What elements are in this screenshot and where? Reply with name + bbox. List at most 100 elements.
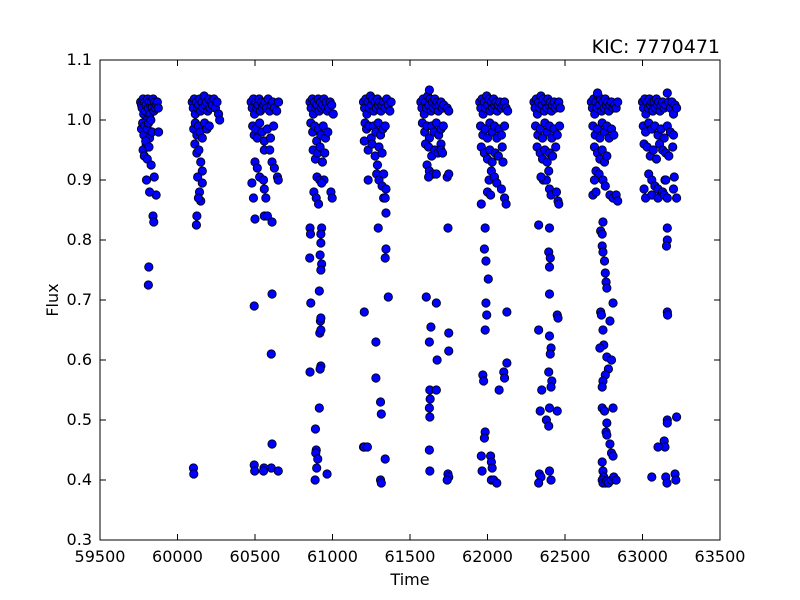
data-point	[191, 220, 202, 230]
data-point	[534, 220, 544, 230]
data-point	[608, 403, 618, 413]
data-point	[317, 157, 328, 167]
data-point	[499, 373, 510, 383]
data-point	[669, 172, 679, 182]
data-point	[479, 433, 489, 443]
data-point	[664, 151, 674, 161]
data-point	[252, 163, 262, 173]
data-point	[606, 355, 617, 365]
data-point	[476, 199, 486, 209]
data-point	[305, 367, 315, 377]
data-point	[145, 187, 155, 197]
data-point	[267, 439, 277, 449]
data-point	[597, 145, 607, 155]
data-point	[648, 145, 658, 155]
data-point	[544, 331, 555, 341]
data-point	[671, 103, 682, 113]
data-point	[144, 262, 154, 272]
x-tick-label: 63500	[695, 547, 746, 566]
data-point	[602, 418, 612, 428]
data-point	[273, 175, 283, 185]
data-point	[193, 172, 203, 182]
data-point	[598, 325, 608, 335]
data-point	[544, 466, 555, 476]
data-point	[273, 97, 284, 107]
points-layer	[136, 85, 682, 488]
data-point	[483, 274, 493, 284]
y-axis-label: Flux	[43, 283, 62, 316]
data-point	[598, 217, 608, 227]
data-point	[381, 184, 391, 194]
data-point	[502, 307, 512, 317]
data-point	[312, 463, 322, 473]
data-point	[146, 115, 156, 125]
data-point	[315, 250, 325, 260]
x-tick-label: 61000	[307, 547, 358, 566]
data-point	[647, 472, 657, 482]
data-point	[444, 169, 454, 179]
data-point	[494, 385, 504, 395]
data-point	[661, 241, 672, 251]
data-point	[310, 424, 321, 434]
data-point	[476, 451, 486, 461]
x-tick-label: 62000	[462, 547, 513, 566]
data-point	[376, 478, 386, 488]
data-point	[499, 121, 510, 131]
data-point	[305, 253, 315, 263]
data-point	[255, 118, 265, 128]
data-point	[653, 442, 663, 452]
data-point	[146, 160, 156, 170]
data-point	[250, 214, 260, 224]
data-point	[143, 280, 153, 290]
data-point	[269, 163, 279, 173]
data-point	[431, 169, 441, 179]
data-point	[379, 169, 389, 179]
data-point	[444, 328, 454, 338]
data-point	[546, 382, 556, 392]
data-point	[197, 133, 207, 143]
data-point	[317, 178, 327, 188]
data-point	[480, 325, 490, 335]
data-point	[598, 247, 608, 257]
data-point	[423, 172, 434, 182]
data-point	[496, 184, 507, 194]
data-point	[262, 211, 272, 221]
data-point	[544, 421, 554, 431]
data-point	[266, 349, 276, 359]
data-point	[671, 193, 682, 203]
data-point	[503, 106, 513, 116]
data-point	[659, 133, 669, 143]
data-point	[552, 130, 562, 140]
data-point	[318, 121, 328, 131]
data-point	[534, 325, 544, 335]
data-point	[602, 283, 612, 293]
data-point	[545, 253, 555, 263]
y-tick-label: 0.8	[67, 230, 92, 249]
data-point	[662, 88, 672, 98]
data-point	[555, 103, 565, 113]
data-point	[551, 142, 561, 152]
chart-title: KIC: 7770471	[592, 36, 720, 58]
data-point	[258, 466, 269, 476]
data-point	[153, 127, 164, 137]
data-point	[149, 217, 159, 227]
data-point	[597, 229, 607, 239]
data-point	[662, 193, 672, 203]
y-tick-label: 1.1	[67, 50, 92, 69]
data-point	[481, 256, 491, 266]
data-point	[316, 265, 326, 275]
data-point	[316, 229, 326, 239]
data-point	[248, 193, 259, 203]
data-point	[320, 148, 330, 158]
data-point	[605, 439, 615, 449]
data-point	[481, 298, 491, 308]
data-point	[537, 133, 548, 143]
y-tick-label: 0.5	[67, 410, 92, 429]
data-point	[605, 316, 615, 326]
data-point	[375, 397, 386, 407]
data-point	[542, 157, 552, 167]
data-point	[373, 223, 383, 233]
data-point	[595, 133, 605, 143]
data-point	[314, 403, 324, 413]
